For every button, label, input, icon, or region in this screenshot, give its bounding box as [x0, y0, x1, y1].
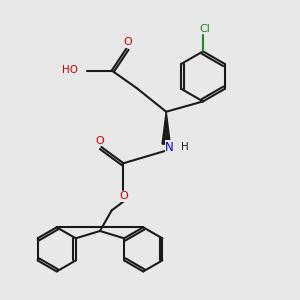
- Polygon shape: [162, 112, 170, 144]
- Text: HO: HO: [62, 65, 78, 76]
- Text: O: O: [96, 136, 104, 146]
- Text: H: H: [181, 142, 188, 152]
- Text: O: O: [124, 37, 132, 47]
- Text: Cl: Cl: [199, 24, 210, 34]
- Text: N: N: [165, 141, 174, 154]
- Text: O: O: [119, 191, 128, 201]
